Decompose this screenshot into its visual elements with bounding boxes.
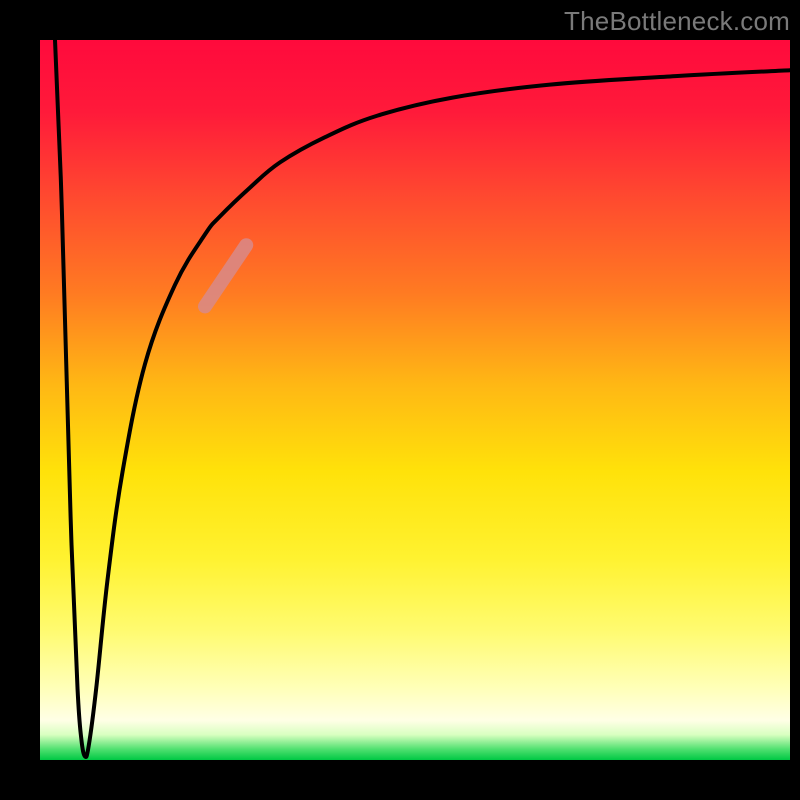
watermark-text: TheBottleneck.com xyxy=(564,6,790,37)
chart-frame: TheBottleneck.com xyxy=(0,0,800,800)
bottleneck-chart xyxy=(0,0,800,800)
plot-background xyxy=(40,40,790,760)
